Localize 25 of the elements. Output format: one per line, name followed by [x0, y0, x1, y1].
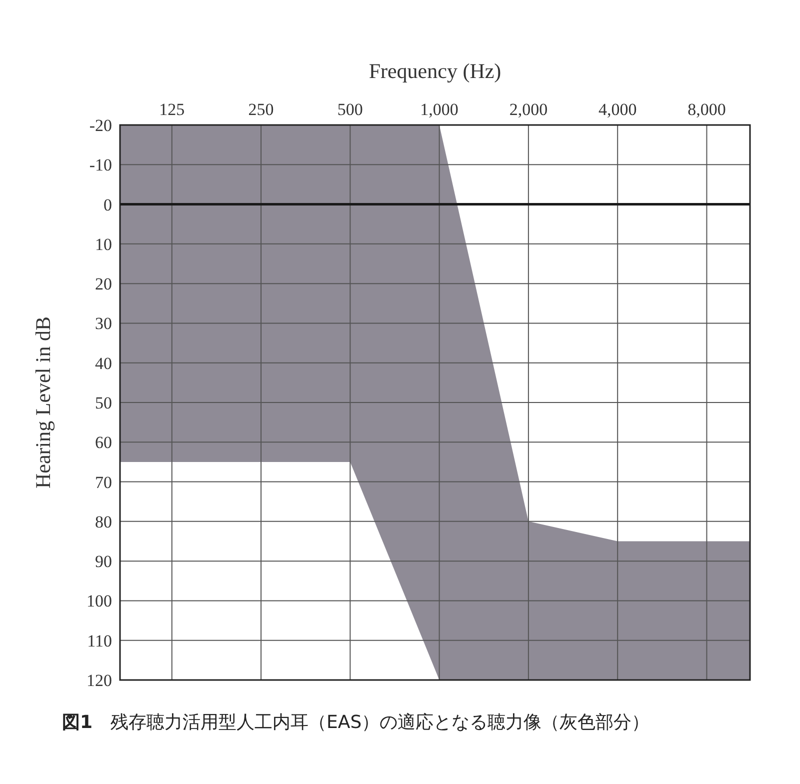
y-tick-label: 20 — [95, 274, 112, 294]
y-tick-label: 60 — [95, 433, 112, 452]
y-tick-label: 40 — [95, 354, 112, 373]
y-axis-title: Hearing Level in dB — [31, 316, 55, 489]
y-tick-label: 70 — [95, 472, 112, 492]
x-tick-label: 125 — [159, 100, 185, 119]
y-tick-label: 0 — [104, 195, 112, 214]
x-tick-label: 8,000 — [688, 100, 726, 119]
y-tick-label: 120 — [86, 671, 112, 690]
y-tick-label: 30 — [95, 314, 112, 334]
y-tick-label: 80 — [95, 512, 112, 532]
y-tick-label: 10 — [95, 234, 112, 254]
y-tick-label: -20 — [89, 116, 112, 135]
y-tick-label: 50 — [95, 394, 112, 412]
x-tick-label: 500 — [337, 100, 363, 119]
x-tick-label: 4,000 — [598, 100, 637, 119]
y-tick-label: -10 — [89, 156, 112, 175]
x-tick-label: 2,000 — [509, 100, 548, 119]
text: 図1 残存聴力活用型人工内耳（EAS）の適応となる聴力像（灰色部分） — [62, 712, 650, 733]
y-tick-label: 90 — [95, 552, 112, 572]
x-axis-title: Frequency (Hz) — [368, 59, 502, 83]
y-tick-label: 110 — [87, 631, 112, 650]
x-tick-label: 1,000 — [420, 100, 458, 119]
y-tick-label: 100 — [86, 592, 112, 611]
x-tick-label: 250 — [248, 100, 274, 119]
